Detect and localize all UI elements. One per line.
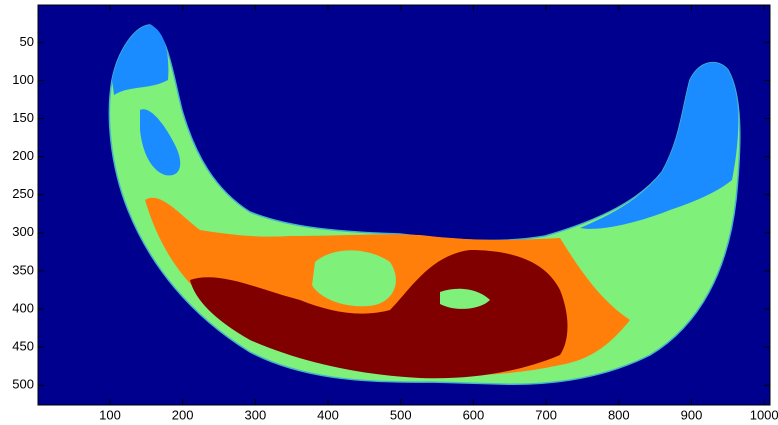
x-tick-label: 1000 bbox=[750, 407, 778, 422]
y-tick-label: 450 bbox=[12, 339, 34, 354]
y-tick-label: 500 bbox=[12, 377, 34, 392]
chart: 100 200 300 400 500 600 700 800 900 1000 50 100 150 2… bbox=[0, 0, 778, 425]
y-tick-label: 50 bbox=[20, 34, 34, 49]
page: 100 200 300 400 500 600 700 800 900 1000 50 100 150 2… bbox=[0, 0, 778, 425]
x-tick-label: 800 bbox=[608, 407, 630, 422]
y-tick-label: 100 bbox=[12, 72, 34, 87]
y-tick-label: 150 bbox=[12, 110, 34, 125]
x-tick-label: 500 bbox=[390, 407, 412, 422]
x-tick-label: 600 bbox=[463, 407, 485, 422]
x-tick-label: 400 bbox=[317, 407, 339, 422]
y-tick-label: 200 bbox=[12, 148, 34, 163]
x-tick-label: 100 bbox=[99, 407, 121, 422]
image bbox=[38, 5, 770, 405]
y-tick-label: 250 bbox=[12, 186, 34, 201]
x-tick-label: 900 bbox=[681, 407, 703, 422]
x-tick-label: 300 bbox=[244, 407, 266, 422]
y-tick-label: 400 bbox=[12, 300, 34, 315]
y-tick-label: 300 bbox=[12, 224, 34, 239]
y-tick-label: 350 bbox=[12, 262, 34, 277]
x-tick-label: 200 bbox=[172, 407, 194, 422]
x-tick-label: 700 bbox=[535, 407, 557, 422]
